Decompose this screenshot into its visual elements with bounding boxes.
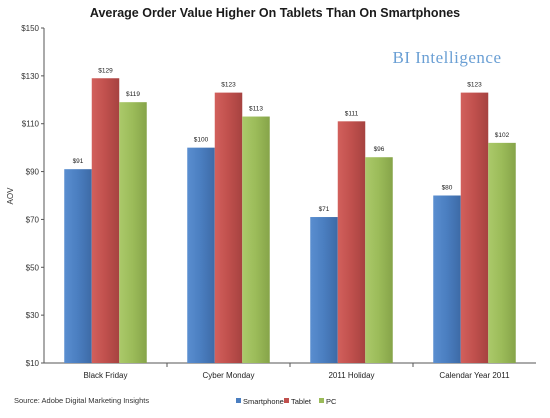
y-tick-label: $50 [26, 263, 40, 272]
legend-label: Tablet [291, 397, 312, 406]
data-label: $123 [467, 82, 482, 89]
bar-pc-2 [365, 157, 393, 363]
x-tick-label: Cyber Monday [202, 371, 254, 380]
data-label: $129 [98, 67, 113, 74]
bar-pc-0 [119, 102, 147, 363]
y-tick-label: $90 [26, 168, 40, 177]
bar-tablet-2 [337, 121, 366, 363]
x-tick-label: 2011 Holiday [328, 371, 374, 380]
legend-swatch-smartphone [236, 398, 241, 403]
bar-pc-3 [488, 142, 516, 363]
data-label: $119 [126, 91, 140, 98]
source-note: Source: Adobe Digital Marketing Insights [14, 396, 149, 405]
chart-title: Average Order Value Higher On Tablets Th… [90, 6, 460, 20]
data-label: $71 [319, 206, 330, 213]
bar-smartphone-3 [433, 195, 461, 363]
bar-tablet-0 [91, 78, 120, 363]
y-tick-label: $30 [26, 311, 40, 320]
brand-watermark: BI Intelligence [393, 48, 502, 67]
data-label: $80 [442, 185, 453, 192]
data-label: $91 [73, 158, 84, 165]
x-tick-label: Black Friday [83, 371, 127, 380]
bar-tablet-3 [460, 92, 489, 363]
data-label: $123 [221, 82, 236, 89]
y-tick-label: $10 [26, 359, 40, 368]
legend-label: Smartphone [243, 397, 284, 406]
y-axis-label: AOV [6, 187, 15, 205]
bars [64, 78, 516, 364]
legend-label: PC [326, 397, 337, 406]
y-tick-label: $150 [21, 24, 39, 33]
legend: Smartphone Tablet PC [236, 397, 337, 406]
data-label: $113 [249, 106, 263, 113]
value-labels: $91 $129 $119 $100 $123 $113 $71 $111 $96 $80 $123… [73, 67, 510, 213]
bar-smartphone-1 [187, 147, 215, 363]
bar-smartphone-0 [64, 169, 92, 363]
y-tick-label: $70 [26, 215, 40, 224]
bar-tablet-1 [214, 92, 243, 363]
bar-pc-1 [242, 116, 270, 364]
y-tick-label: $110 [22, 120, 40, 129]
data-label: $111 [345, 110, 359, 117]
bar-smartphone-2 [310, 217, 338, 363]
legend-swatch-pc [319, 398, 324, 403]
data-label: $102 [495, 132, 510, 139]
x-tick-label: Calendar Year 2011 [439, 371, 510, 380]
data-label: $100 [194, 137, 209, 144]
legend-swatch-tablet [284, 398, 289, 403]
data-label: $96 [374, 146, 385, 153]
y-tick-label: $130 [21, 72, 39, 81]
